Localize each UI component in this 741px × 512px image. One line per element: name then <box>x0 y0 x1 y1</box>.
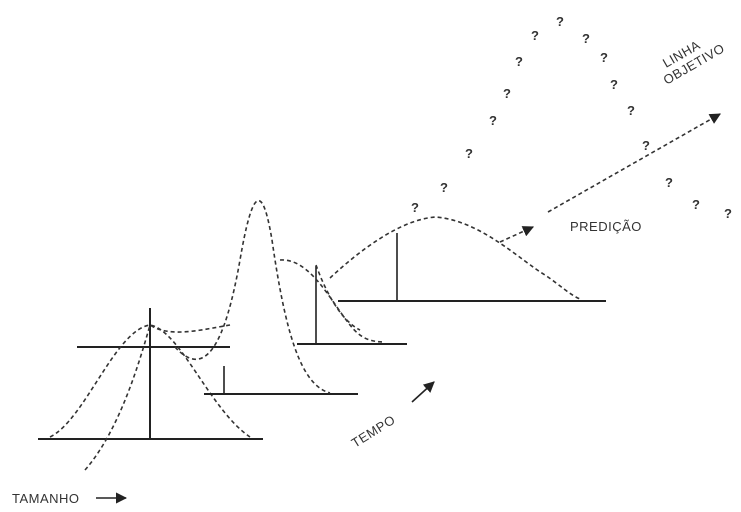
prediction-arrow <box>499 113 721 243</box>
uncertainty-mark: ? <box>600 50 608 65</box>
uncertainty-mark: ? <box>692 197 700 212</box>
distribution-1 <box>38 308 263 471</box>
label-predicao: PREDIÇÃO <box>570 219 642 234</box>
bell-curve-1 <box>49 324 251 438</box>
uncertainty-mark: ? <box>642 138 650 153</box>
connector-curve <box>315 264 361 331</box>
uncertainty-mark: ? <box>515 54 523 69</box>
tempo-arrow <box>411 381 435 403</box>
uncertainty-mark: ? <box>665 175 673 190</box>
uncertainty-mark: ? <box>489 113 497 128</box>
target-line-arrow <box>547 113 721 213</box>
bell-curve-4 <box>329 216 581 300</box>
label-tempo: TEMPO <box>349 412 398 451</box>
bell-curve-2 <box>174 199 331 394</box>
label-tamanho: TAMANHO <box>12 491 80 506</box>
uncertainty-mark: ? <box>627 103 635 118</box>
uncertainty-mark: ? <box>582 31 590 46</box>
uncertainty-mark: ? <box>465 146 473 161</box>
uncertainty-mark: ? <box>440 180 448 195</box>
uncertainty-mark: ? <box>503 86 511 101</box>
uncertainty-mark: ? <box>724 206 732 221</box>
uncertainty-mark: ? <box>411 200 419 215</box>
uncertainty-mark: ? <box>610 77 618 92</box>
uncertainty-mark: ? <box>531 28 539 43</box>
uncertainty-mark: ? <box>556 14 564 29</box>
uncertainty-cone: ? ? ? ? ? ? ? ? ? ? ? ? ? ? ? ? <box>411 14 732 221</box>
distribution-4 <box>315 216 606 331</box>
distribution-2 <box>174 199 358 395</box>
prediction-dashed-segment <box>499 226 535 243</box>
trend-curve-1 <box>84 323 231 471</box>
